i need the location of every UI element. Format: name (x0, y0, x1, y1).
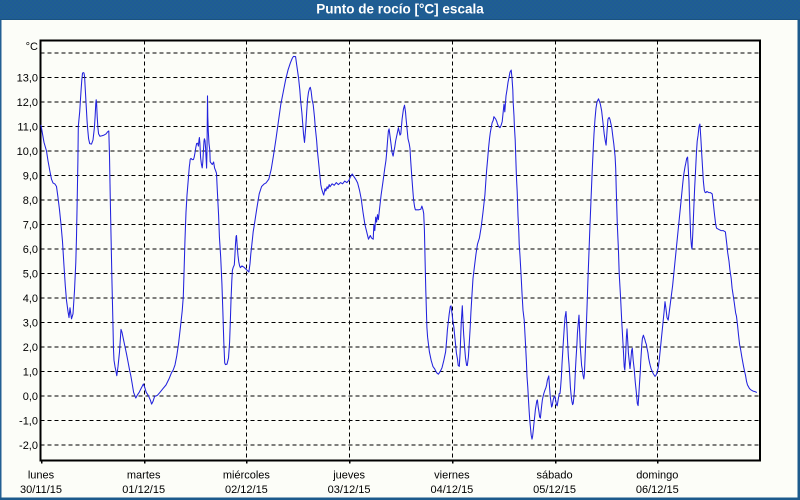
svg-text:-1,0: -1,0 (19, 415, 38, 427)
svg-text:30/11/15: 30/11/15 (20, 484, 62, 496)
svg-text:8,0: 8,0 (23, 195, 38, 207)
svg-text:11,0: 11,0 (17, 121, 38, 133)
svg-text:5,0: 5,0 (23, 268, 38, 280)
svg-text:04/12/15: 04/12/15 (430, 484, 473, 496)
svg-text:jueves: jueves (332, 469, 365, 481)
svg-text:martes: martes (127, 469, 161, 481)
svg-text:1,0: 1,0 (23, 366, 38, 378)
svg-text:°C: °C (26, 41, 38, 53)
svg-text:13,0: 13,0 (17, 72, 38, 84)
svg-text:01/12/15: 01/12/15 (122, 484, 165, 496)
svg-text:10,0: 10,0 (17, 146, 38, 158)
svg-text:03/12/15: 03/12/15 (328, 484, 371, 496)
svg-text:7,0: 7,0 (23, 219, 38, 231)
svg-text:-2,0: -2,0 (19, 440, 38, 452)
svg-text:2,0: 2,0 (23, 342, 38, 354)
svg-text:4,0: 4,0 (23, 293, 38, 305)
svg-text:3,0: 3,0 (23, 317, 38, 329)
svg-text:0,0: 0,0 (23, 391, 38, 403)
svg-text:05/12/15: 05/12/15 (533, 484, 576, 496)
svg-text:06/12/15: 06/12/15 (636, 484, 679, 496)
svg-text:9,0: 9,0 (23, 170, 38, 182)
svg-text:02/12/15: 02/12/15 (225, 484, 268, 496)
svg-text:6,0: 6,0 (23, 244, 38, 256)
svg-text:Punto de rocío [°C] escala: Punto de rocío [°C] escala (316, 2, 484, 17)
svg-text:miércoles: miércoles (223, 469, 271, 481)
svg-text:viernes: viernes (434, 469, 470, 481)
svg-text:sábado: sábado (537, 469, 573, 481)
svg-text:domingo: domingo (636, 469, 678, 481)
svg-text:12,0: 12,0 (17, 97, 38, 109)
svg-text:lunes: lunes (28, 469, 55, 481)
